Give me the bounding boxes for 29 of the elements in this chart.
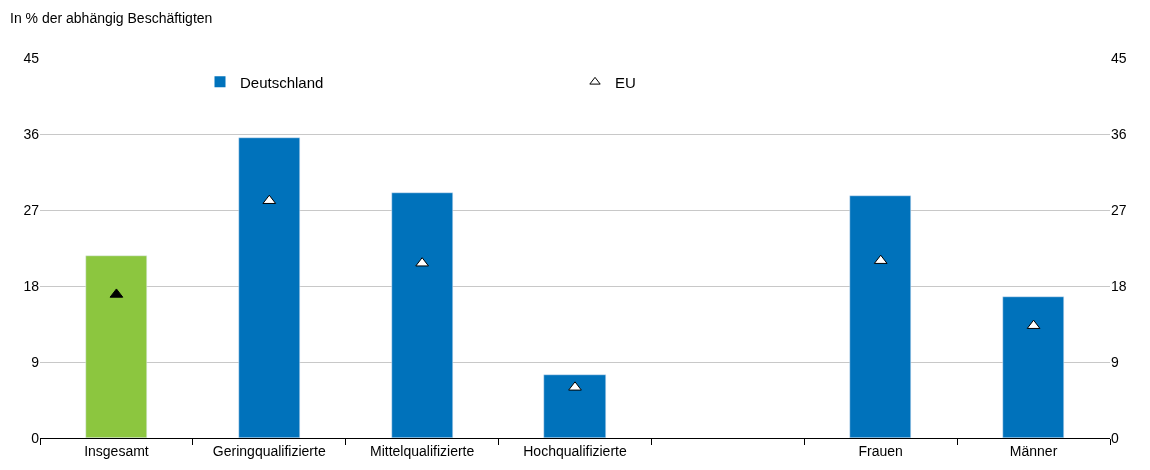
x-tick-label: Hochqualifizierte xyxy=(523,442,627,459)
y2-tick-label: 45 xyxy=(1111,49,1127,66)
bar xyxy=(849,195,911,438)
x-tick-label: Frauen xyxy=(858,442,903,459)
legend-label: Deutschland xyxy=(240,73,324,91)
y-tick-label: 18 xyxy=(23,277,40,294)
y-tick-label: 9 xyxy=(31,353,40,370)
y2-tick-label: 18 xyxy=(1111,277,1127,294)
x-tick-label: Mittelqualifizierte xyxy=(370,442,475,459)
bar xyxy=(238,137,300,438)
point xyxy=(415,257,429,267)
y-tick-label: 45 xyxy=(23,49,40,66)
y-tick-label: 36 xyxy=(23,125,40,142)
x-tick-label: Geringqualifizierte xyxy=(212,442,326,459)
legend-label: EU xyxy=(615,73,636,91)
bar xyxy=(543,374,606,438)
x-tick-label: Männer xyxy=(1009,442,1058,459)
bar xyxy=(85,255,147,438)
point xyxy=(568,381,582,391)
y2-tick-label: 27 xyxy=(1111,201,1127,218)
bar xyxy=(391,192,453,438)
y2-tick-label: 9 xyxy=(1111,353,1119,370)
y-axis-title: In % der abhängig Beschäftigten xyxy=(10,10,213,26)
y-tick-label: 27 xyxy=(23,201,40,218)
y2-tick-label: 36 xyxy=(1111,125,1127,142)
bar xyxy=(1002,296,1064,438)
y-tick-label: 0 xyxy=(31,429,40,446)
x-tick-label: Insgesamt xyxy=(84,442,149,459)
y2-tick-label: 0 xyxy=(1111,429,1119,446)
